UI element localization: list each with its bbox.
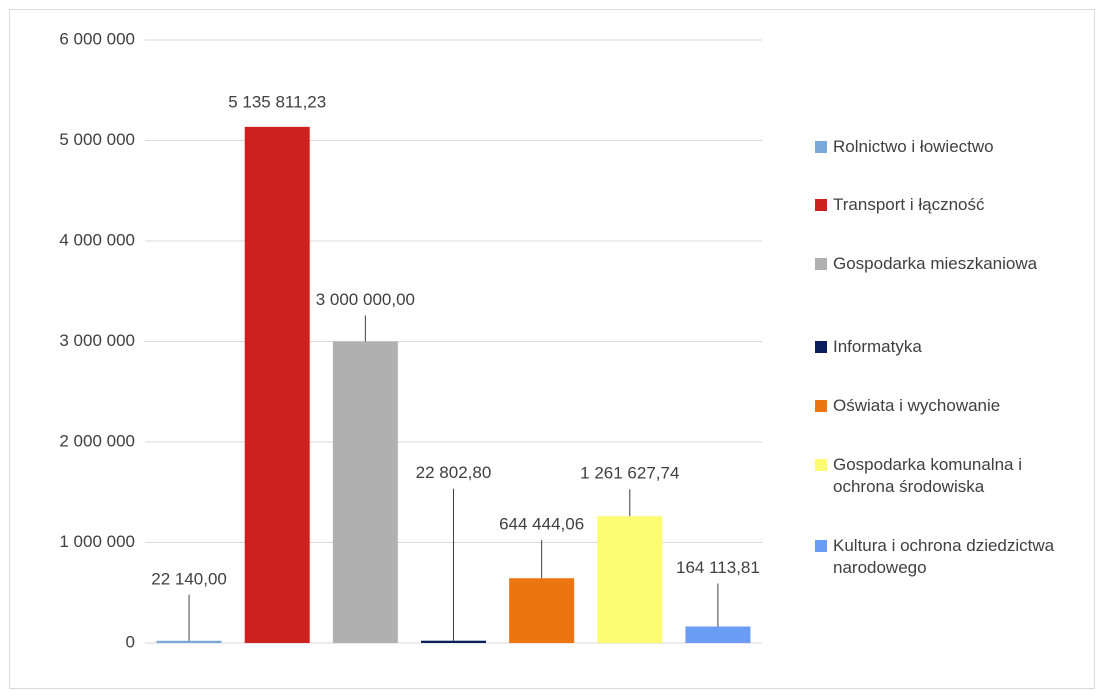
data-label: 22 802,80 — [416, 463, 492, 482]
data-label: 644 444,06 — [499, 515, 584, 534]
legend-swatch — [815, 459, 827, 471]
y-tick-label: 5 000 000 — [59, 130, 135, 149]
legend-item: Rolnictwo i łowiectwo — [815, 136, 1070, 158]
bar — [685, 626, 751, 643]
legend-swatch — [815, 141, 827, 153]
legend-swatch — [815, 400, 827, 412]
bar — [332, 341, 398, 643]
data-label: 164 113,81 — [676, 558, 760, 577]
bar — [421, 640, 486, 643]
y-tick-label: 0 — [126, 632, 135, 651]
y-tick-label: 1 000 000 — [59, 532, 135, 551]
legend-swatch — [815, 341, 827, 353]
legend-swatch — [815, 258, 827, 270]
legend-swatch — [815, 540, 827, 552]
data-label: 22 140,00 — [151, 569, 227, 588]
legend-label: Kultura i ochrona dziedzictwa narodowego — [833, 536, 1055, 577]
chart-frame — [9, 9, 1095, 689]
legend-item: Transport i łączność — [815, 194, 1070, 216]
y-tick-label: 3 000 000 — [59, 331, 135, 350]
bar — [156, 640, 222, 643]
legend-swatch — [815, 199, 827, 211]
y-tick-label: 4 000 000 — [59, 230, 135, 249]
legend-item: Informatyka — [815, 336, 1070, 358]
y-tick-label: 2 000 000 — [59, 431, 135, 450]
legend-label: Rolnictwo i łowiectwo — [833, 137, 994, 156]
bar — [597, 516, 663, 643]
bar — [509, 578, 575, 643]
legend-label: Oświata i wychowanie — [833, 396, 1001, 415]
data-label: 1 261 627,74 — [580, 464, 679, 483]
legend-label: Transport i łączność — [833, 195, 985, 214]
data-label: 5 135 811,23 — [228, 92, 326, 111]
bar — [244, 126, 310, 644]
legend-item: Oświata i wychowanie — [815, 395, 1070, 417]
legend-label: Gospodarka komunalna i ochrona środowisk… — [833, 455, 1023, 496]
legend-item: Gospodarka mieszkaniowa — [815, 253, 1070, 275]
legend-label: Informatyka — [833, 337, 922, 356]
y-tick-label: 6 000 000 — [59, 29, 135, 48]
legend-item: Kultura i ochrona dziedzictwa narodowego — [815, 535, 1070, 579]
legend-label: Gospodarka mieszkaniowa — [833, 254, 1038, 273]
data-label: 3 000 000,00 — [316, 290, 415, 309]
legend-item: Gospodarka komunalna i ochrona środowisk… — [815, 454, 1070, 498]
